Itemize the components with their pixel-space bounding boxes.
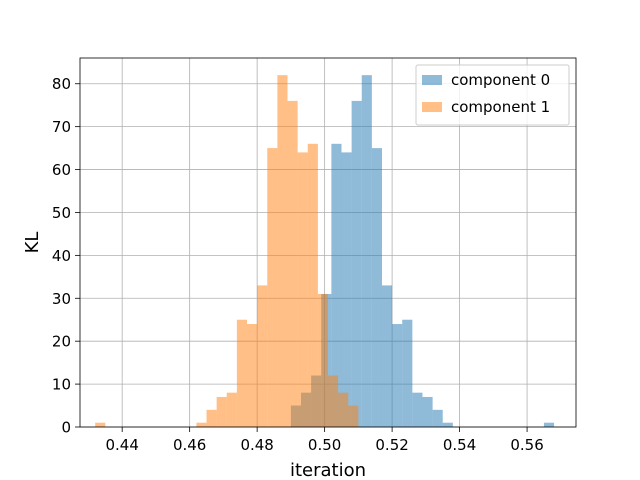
histogram-bar-series-1 [297, 152, 308, 427]
x-tick-label: 0.48 [240, 436, 273, 454]
histogram-bar-series-0 [371, 148, 382, 427]
histogram-bar-series-0 [412, 392, 423, 427]
legend-label: component 0 [451, 71, 550, 89]
y-axis-label: KL [22, 232, 43, 254]
x-tick-label: 0.54 [443, 436, 476, 454]
histogram-bar-series-1 [317, 293, 328, 427]
histogram-bar-series-1 [267, 148, 278, 427]
legend-box [415, 64, 570, 126]
histogram-bar-series-1 [338, 392, 349, 427]
legend-swatch [422, 102, 442, 112]
histogram-bar-series-0 [432, 409, 443, 427]
histogram-bar-series-1 [216, 396, 227, 427]
legend: component 0 component 1 [415, 64, 570, 126]
histogram-bar-series-0 [351, 100, 362, 427]
histogram-bar-series-1 [307, 143, 318, 427]
histogram-bar-series-0 [442, 422, 453, 427]
x-tick-label: 0.52 [375, 436, 408, 454]
legend-swatch [422, 75, 442, 85]
histogram-bar-series-1 [257, 285, 268, 427]
histogram-bar-series-0 [381, 285, 393, 427]
histogram-bar-series-1 [277, 75, 288, 428]
x-axis-label: iteration [290, 460, 366, 480]
histogram-bar-series-0 [392, 324, 403, 427]
y-tick-label: 40 [52, 247, 71, 265]
x-tick-label: 0.56 [510, 436, 543, 454]
y-tick-label: 20 [52, 333, 71, 351]
histogram-bar-series-1 [287, 100, 298, 427]
y-tick-label: 50 [52, 204, 71, 222]
histogram-bar-series-1 [247, 324, 258, 427]
histogram-bar-series-1 [236, 319, 248, 427]
histogram-bar-series-1 [328, 375, 339, 427]
histogram-bar-series-0 [331, 143, 342, 427]
histogram-bar-series-1 [196, 422, 207, 427]
x-tick-label: 0.46 [173, 436, 206, 454]
histogram-bar-series-0 [422, 396, 433, 427]
y-tick-label: 60 [52, 161, 71, 179]
histogram-bar-series-1 [348, 405, 359, 427]
y-tick-label: 30 [52, 290, 71, 308]
histogram-bar-series-0 [341, 152, 352, 427]
histogram-bar-series-0 [361, 75, 372, 428]
histogram-bar-series-0 [402, 319, 413, 427]
y-tick-label: 80 [52, 75, 71, 93]
plot-frame [79, 57, 577, 428]
histogram-bar-series-1 [95, 422, 106, 427]
bars [95, 75, 555, 428]
histogram-bar-series-0 [543, 422, 555, 427]
x-tick-label: 0.44 [105, 436, 138, 454]
x-tick-label: 0.50 [308, 436, 341, 454]
histogram-bar-series-1 [226, 392, 237, 427]
y-tick-label: 0 [61, 419, 71, 437]
ticks: 0.44 0.46 0.48 0.50 0.52 0.54 0.56 0 10 20 30 40 50 6… [52, 75, 544, 454]
y-tick-label: 70 [52, 118, 71, 136]
y-tick-label: 10 [52, 376, 71, 394]
histogram-bar-series-1 [206, 409, 217, 427]
legend-label: component 1 [451, 98, 550, 116]
